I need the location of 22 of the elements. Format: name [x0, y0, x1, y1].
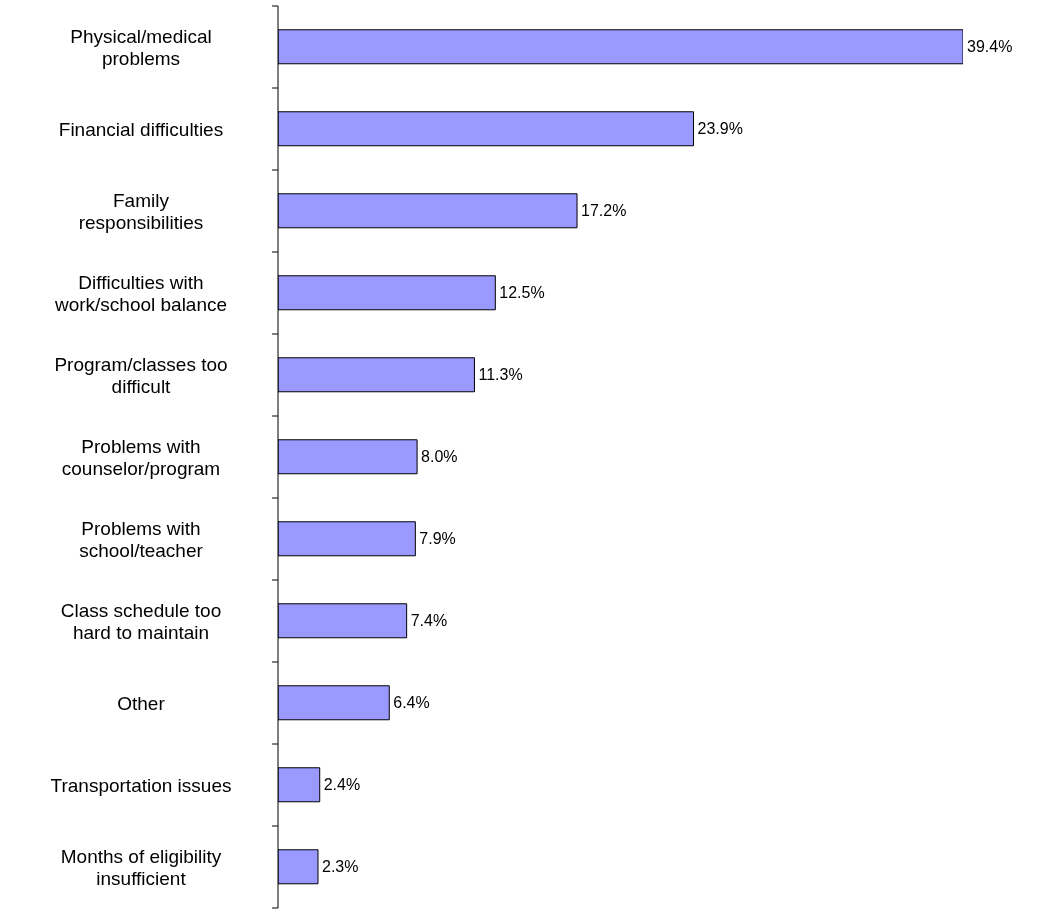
data-label: 7.4%	[410, 612, 448, 630]
data-label: 6.4%	[393, 694, 430, 712]
y-tick-label: Program/classes too difficult	[54, 353, 228, 397]
data-label: 39.4%	[967, 38, 1013, 56]
y-tick-label: Problems with school/teacher	[79, 517, 204, 561]
data-label: 7.9%	[419, 530, 456, 548]
data-label: 17.2%	[581, 202, 627, 220]
data-label: 2.3%	[321, 858, 359, 876]
y-tick-label: Class schedule too hard to maintain	[60, 599, 222, 643]
data-label: 2.4%	[323, 776, 361, 794]
data-label: 23.9%	[697, 120, 743, 138]
data-label: 8.0%	[421, 448, 458, 466]
y-tick-label: Problems with counselor/program	[61, 435, 221, 479]
data-label: 12.5%	[499, 284, 545, 302]
y-tick-label: Physical/medical problems	[70, 25, 212, 69]
y-tick-label: Months of eligibility insufficient	[60, 845, 222, 889]
y-tick-label: Difficulties with work/school balance	[53, 271, 228, 315]
y-tick-label: Other	[117, 692, 166, 714]
y-tick-label: Family responsibilities	[78, 189, 204, 233]
y-tick-label: Transportation issues	[50, 774, 232, 796]
data-label: 11.3%	[478, 366, 523, 384]
y-tick-label: Financial difficulties	[58, 118, 224, 140]
